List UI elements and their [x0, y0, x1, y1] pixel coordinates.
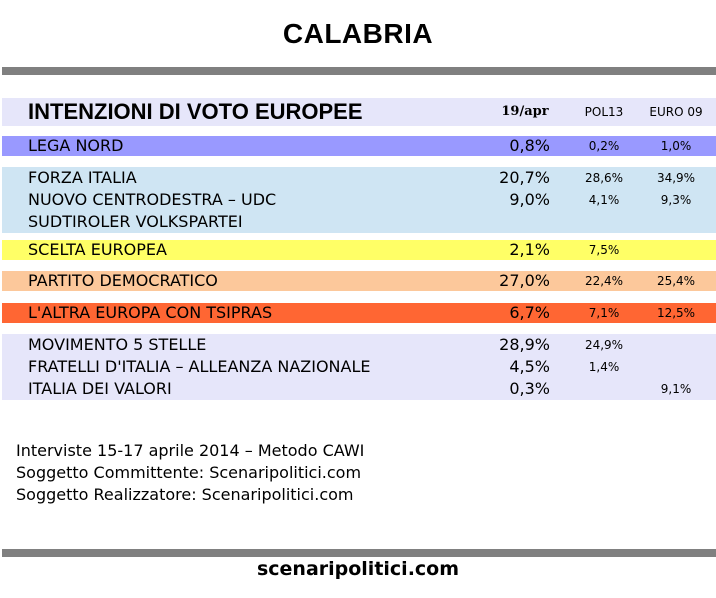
table-row: FORZA ITALIA 20,7% 28,6% 34,9%	[2, 167, 716, 189]
vote-value: 0,8%	[509, 136, 550, 155]
pol13-value: 1,4%	[588, 360, 620, 374]
column-header-pol13: POL13	[584, 105, 624, 119]
party-name: FRATELLI D'ITALIA – ALLEANZA NAZIONALE	[28, 357, 371, 376]
euro09-value: 25,4%	[656, 274, 696, 288]
pol13-value: 22,4%	[584, 274, 624, 288]
pol13-value: 7,1%	[588, 306, 620, 320]
party-group: MOVIMENTO 5 STELLE 28,9% 24,9% FRATELLI D'I…	[2, 334, 716, 400]
page-title: CALABRIA	[282, 18, 434, 49]
party-name: NUOVO CENTRODESTRA – UDC	[28, 190, 277, 209]
party-name: PARTITO DEMOCRATICO	[28, 271, 218, 290]
party-group: PARTITO DEMOCRATICO 27,0% 22,4% 25,4%	[2, 271, 716, 291]
pol13-value: 28,6%	[584, 171, 624, 185]
table-row: MOVIMENTO 5 STELLE 28,9% 24,9%	[2, 334, 716, 356]
site-name: scenaripolitici.com	[256, 558, 460, 580]
party-group: L'ALTRA EUROPA CON TSIPRAS 6,7% 7,1% 12,5%	[2, 303, 716, 323]
party-name: FORZA ITALIA	[28, 168, 137, 187]
vote-value: 27,0%	[499, 271, 550, 290]
vote-value: 20,7%	[499, 168, 550, 187]
table-row: SCELTA EUROPEA 2,1% 7,5%	[2, 239, 716, 261]
bottom-divider	[2, 549, 716, 557]
vote-value: 2,1%	[509, 240, 550, 259]
pol13-value: 4,1%	[588, 193, 620, 207]
pol13-value: 7,5%	[588, 243, 620, 257]
table-row: SUDTIROLER VOLKSPARTEI	[2, 211, 716, 233]
table-row: L'ALTRA EUROPA CON TSIPRAS 6,7% 7,1% 12,5%	[2, 302, 716, 324]
vote-value: 0,3%	[509, 379, 550, 398]
pol13-value: 24,9%	[584, 338, 624, 352]
vote-value: 9,0%	[509, 190, 550, 209]
vote-value: 6,7%	[509, 303, 550, 322]
euro09-value: 34,9%	[656, 171, 696, 185]
top-divider	[2, 67, 716, 75]
euro09-value: 1,0%	[660, 139, 692, 153]
euro09-value: 9,3%	[660, 193, 692, 207]
survey-client: Soggetto Committente: Scenaripolitici.co…	[16, 463, 362, 482]
table-row: PARTITO DEMOCRATICO 27,0% 22,4% 25,4%	[2, 270, 716, 292]
party-name: SCELTA EUROPEA	[28, 240, 167, 259]
table-row: FRATELLI D'ITALIA – ALLEANZA NAZIONALE 4,…	[2, 356, 716, 378]
survey-info: Interviste 15-17 aprile 2014 – Metodo CA…	[16, 440, 364, 506]
table-header: INTENZIONI DI VOTO EUROPEE 19/apr POL13 …	[2, 98, 716, 126]
survey-method: Interviste 15-17 aprile 2014 – Metodo CA…	[16, 441, 365, 460]
pol13-value: 0,2%	[588, 139, 620, 153]
column-header-euro09: EURO 09	[649, 105, 703, 119]
party-name: LEGA NORD	[28, 136, 124, 155]
survey-producer: Soggetto Realizzatore: Scenaripolitici.c…	[16, 485, 354, 504]
party-name: ITALIA DEI VALORI	[28, 379, 172, 398]
euro09-value: 12,5%	[656, 306, 696, 320]
column-header-19apr: 19/apr	[501, 104, 549, 119]
table-title: INTENZIONI DI VOTO EUROPEE	[28, 99, 363, 124]
party-group: SCELTA EUROPEA 2,1% 7,5%	[2, 240, 716, 260]
party-name: L'ALTRA EUROPA CON TSIPRAS	[28, 303, 273, 322]
party-group: LEGA NORD 0,8% 0,2% 1,0%	[2, 136, 716, 156]
party-name: SUDTIROLER VOLKSPARTEI	[28, 212, 243, 231]
vote-value: 28,9%	[499, 335, 550, 354]
party-group: FORZA ITALIA 20,7% 28,6% 34,9% NUOVO CENTROD…	[2, 167, 716, 233]
table-row: LEGA NORD 0,8% 0,2% 1,0%	[2, 135, 716, 157]
table-row: ITALIA DEI VALORI 0,3% 9,1%	[2, 378, 716, 400]
vote-value: 4,5%	[509, 357, 550, 376]
party-name: MOVIMENTO 5 STELLE	[28, 335, 207, 354]
table-row: NUOVO CENTRODESTRA – UDC 9,0% 4,1% 9,3%	[2, 189, 716, 211]
euro09-value: 9,1%	[660, 382, 692, 396]
